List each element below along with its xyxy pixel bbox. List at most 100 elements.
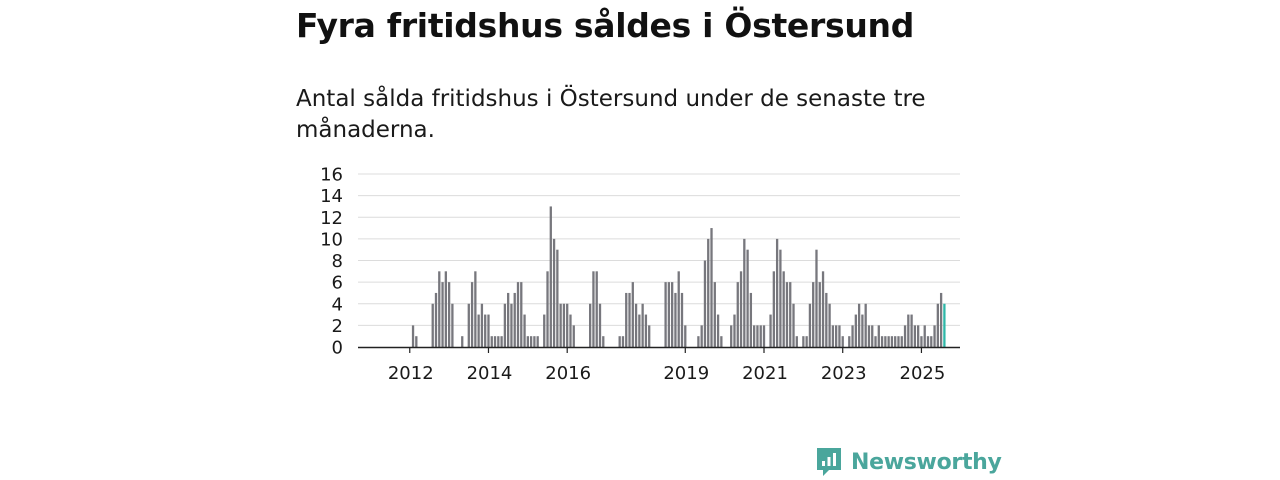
bar xyxy=(628,292,631,347)
bar xyxy=(631,282,634,347)
bar xyxy=(644,314,648,347)
y-tick-label: 6 xyxy=(332,273,343,294)
bar xyxy=(470,282,474,347)
bar xyxy=(434,292,438,347)
x-tick-label: 2019 xyxy=(663,363,709,384)
bar xyxy=(484,314,487,347)
bar xyxy=(920,336,923,347)
bar xyxy=(569,314,572,347)
bar xyxy=(792,303,795,347)
bar xyxy=(835,325,838,347)
bar xyxy=(572,325,575,347)
y-tick-label: 16 xyxy=(320,165,343,186)
bar xyxy=(884,336,887,347)
bar xyxy=(529,336,533,347)
bar xyxy=(753,325,756,347)
chart-title: Fyra fritidshus såldes i Östersund xyxy=(296,6,915,45)
bar xyxy=(818,282,821,347)
bar xyxy=(815,249,818,347)
bar xyxy=(805,336,808,347)
bar xyxy=(733,314,736,347)
bar xyxy=(789,282,792,347)
bar xyxy=(510,303,513,347)
bar xyxy=(851,325,854,347)
bar xyxy=(677,271,680,347)
chart-subtitle: Antal sålda fritidshus i Östersund under… xyxy=(296,86,926,143)
bar xyxy=(680,292,684,347)
annotation: 4 xyxy=(951,0,962,5)
y-tick-label: 2 xyxy=(332,316,343,337)
bar xyxy=(857,303,861,347)
bar xyxy=(939,292,943,347)
bar xyxy=(867,325,871,347)
bar xyxy=(802,336,805,347)
bar xyxy=(566,303,569,347)
bar xyxy=(913,325,917,347)
x-tick-label: 2023 xyxy=(821,363,867,384)
bar xyxy=(841,336,844,347)
bar xyxy=(812,282,815,347)
bar xyxy=(595,271,598,347)
bar xyxy=(926,336,930,347)
bar xyxy=(739,271,743,347)
bar xyxy=(559,303,562,347)
bar xyxy=(716,314,720,347)
bar xyxy=(523,314,526,347)
y-tick-label: 4 xyxy=(332,294,343,315)
bar xyxy=(772,271,775,347)
bar xyxy=(625,292,628,347)
data-label-last: 4 xyxy=(951,0,962,5)
bar xyxy=(785,282,789,347)
bar xyxy=(923,325,926,347)
bar xyxy=(589,303,592,347)
bar xyxy=(411,325,415,347)
x-tick-label: 2025 xyxy=(900,363,946,384)
bar xyxy=(487,314,490,347)
bar xyxy=(890,336,894,347)
x-tick-label: 2012 xyxy=(388,363,434,384)
x-tick-label: 2016 xyxy=(545,363,591,384)
y-tick-label: 8 xyxy=(332,251,343,272)
bar xyxy=(684,325,687,347)
bar xyxy=(900,336,903,347)
bar xyxy=(775,238,779,347)
bar xyxy=(874,336,877,347)
newsworthy-logo-icon xyxy=(817,448,841,476)
bar xyxy=(703,260,707,347)
bar xyxy=(507,292,510,347)
bar xyxy=(621,336,625,347)
bar xyxy=(707,238,710,347)
bar xyxy=(415,336,418,347)
bar xyxy=(444,271,447,347)
brand-logo[interactable]: Newsworthy xyxy=(815,446,1002,478)
bar xyxy=(598,303,602,347)
bar xyxy=(825,292,828,347)
bars xyxy=(411,206,946,347)
bar xyxy=(490,336,493,347)
bar xyxy=(664,282,667,347)
bar xyxy=(500,336,503,347)
bar xyxy=(667,282,671,347)
bar xyxy=(769,314,772,347)
bar xyxy=(903,325,907,347)
bar xyxy=(749,292,753,347)
bar xyxy=(756,325,759,347)
bar xyxy=(713,282,716,347)
bar xyxy=(933,325,936,347)
bar xyxy=(546,271,549,347)
bar xyxy=(526,336,529,347)
bar xyxy=(552,238,556,347)
bar xyxy=(730,325,733,347)
bar xyxy=(441,282,444,347)
bar xyxy=(907,314,910,347)
bar xyxy=(736,282,739,347)
bar xyxy=(497,336,500,347)
bar xyxy=(720,336,723,347)
bar xyxy=(461,336,464,347)
bar xyxy=(634,303,638,347)
bar xyxy=(871,325,874,347)
bar xyxy=(930,336,933,347)
bar xyxy=(936,303,939,347)
